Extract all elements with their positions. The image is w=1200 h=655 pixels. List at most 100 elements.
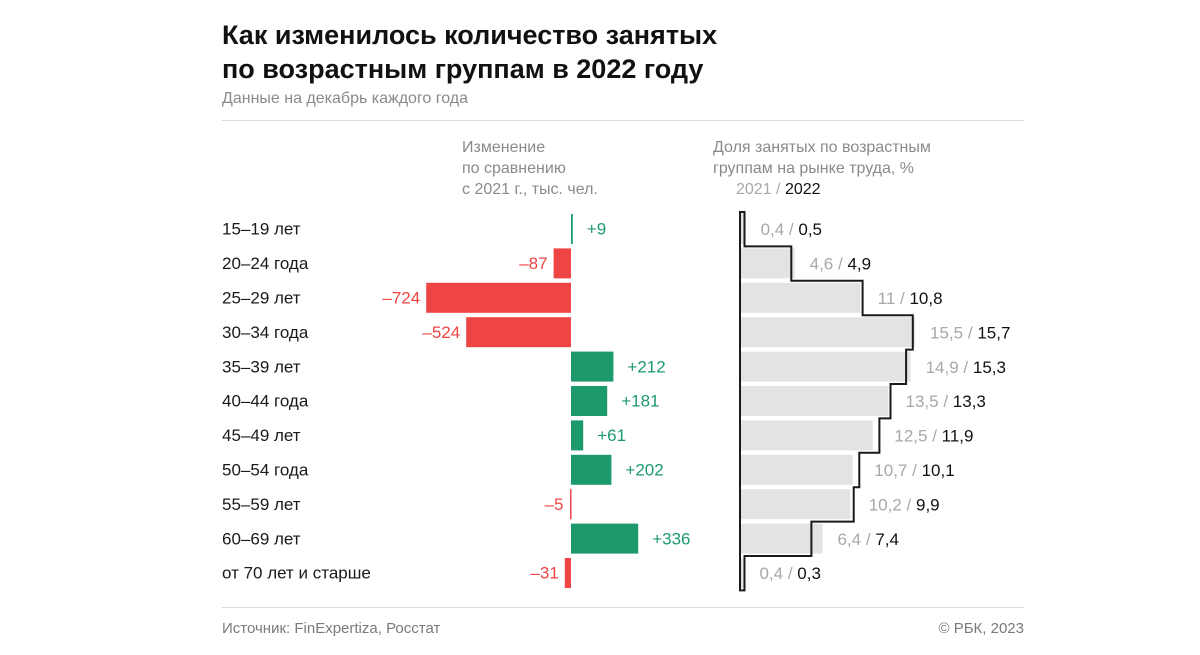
share-2022-bar	[740, 317, 916, 348]
category-label: 50–54 года	[222, 461, 309, 480]
share-value-label: 6,4 / 7,4	[838, 529, 899, 548]
share-2021-value: 10,7	[874, 461, 907, 480]
category-label: 20–24 года	[222, 254, 309, 273]
change-bar	[564, 558, 571, 588]
category-label: 25–29 лет	[222, 289, 301, 308]
chart-title-line-2: по возрастным группам в 2022 году	[222, 54, 704, 84]
share-column-header: Доля занятых по возрастным группам на ры…	[713, 137, 931, 200]
share-header-years: 2021 / 2022	[713, 179, 931, 200]
category-label: 40–44 года	[222, 392, 309, 411]
share-value-label: 12,5 / 11,9	[894, 426, 973, 445]
change-bar	[570, 489, 572, 520]
change-value-label: +9	[587, 220, 606, 239]
share-2022-bar	[740, 558, 744, 588]
legend-2022: 2022	[784, 181, 821, 198]
share-2022-value: 0,3	[797, 564, 821, 583]
share-header-line-1: Доля занятых по возрастным	[713, 139, 931, 156]
share-value-separator: /	[907, 461, 921, 480]
change-bar	[571, 454, 612, 485]
change-column-header: Изменение по сравнению с 2021 г., тыс. ч…	[462, 137, 598, 200]
share-value-separator: /	[902, 495, 916, 514]
share-2021-value: 0,4	[759, 564, 783, 583]
change-value-label: +202	[625, 461, 663, 480]
change-value-label: +61	[597, 426, 626, 445]
legend-2021: 2021	[736, 181, 772, 198]
share-value-label: 14,9 / 15,3	[926, 357, 1006, 376]
change-value-label: –5	[545, 495, 564, 514]
legend-separator: /	[771, 181, 785, 198]
share-2021-value: 13,5	[906, 392, 939, 411]
share-2022-value: 9,9	[916, 495, 940, 514]
share-2022-value: 15,3	[973, 357, 1006, 376]
category-label: 45–49 лет	[222, 426, 301, 445]
change-header-line-2: по сравнению	[462, 160, 566, 177]
share-2022-value: 11,9	[942, 426, 974, 445]
share-header-line-2: группам на рынке труда, %	[713, 160, 915, 177]
share-2021-value: 14,9	[926, 357, 959, 376]
bottom-divider	[222, 607, 1024, 608]
share-2021-value: 12,5	[894, 426, 927, 445]
share-2022-bar	[740, 248, 795, 279]
category-label: от 70 лет и старше	[222, 564, 371, 583]
share-2022-value: 10,1	[922, 461, 955, 480]
share-2022-value: 15,7	[977, 323, 1010, 342]
share-value-separator: /	[861, 529, 875, 548]
share-value-label: 15,5 / 15,7	[930, 323, 1010, 342]
share-2022-value: 4,9	[847, 254, 871, 273]
chart-title: Как изменилось количество занятых по воз…	[222, 18, 982, 86]
change-value-label: +212	[627, 357, 665, 376]
share-2022-bar	[740, 489, 851, 520]
share-value-label: 10,7 / 10,1	[874, 461, 954, 480]
share-2021-value: 11	[878, 289, 896, 308]
change-header-line-1: Изменение	[462, 139, 546, 156]
chart-title-line-1: Как изменилось количество занятых	[222, 20, 718, 50]
share-value-separator: /	[784, 220, 798, 239]
change-value-label: +336	[652, 529, 690, 548]
category-label: 55–59 лет	[222, 495, 301, 514]
share-value-label: 11 / 10,8	[878, 289, 943, 308]
category-label: 15–19 лет	[222, 220, 301, 239]
change-bar	[571, 214, 573, 244]
share-2022-value: 7,4	[875, 529, 899, 548]
share-2021-outline	[739, 211, 914, 592]
share-value-label: 4,6 / 4,9	[810, 254, 871, 273]
change-value-label: –524	[422, 323, 460, 342]
category-label: 30–34 года	[222, 323, 309, 342]
share-value-separator: /	[927, 426, 941, 445]
share-2021-value: 10,2	[869, 495, 902, 514]
change-header-line-3: с 2021 г., тыс. чел.	[462, 181, 598, 198]
change-value-label: –87	[519, 254, 547, 273]
share-value-separator: /	[963, 323, 977, 342]
share-value-label: 13,5 / 13,3	[906, 392, 986, 411]
change-bar	[571, 420, 584, 451]
share-2022-value: 0,5	[798, 220, 822, 239]
change-bar	[553, 248, 571, 279]
share-value-label: 0,4 / 0,5	[761, 220, 822, 239]
change-bar	[571, 523, 639, 554]
share-2021-value: 0,4	[761, 220, 785, 239]
change-bar	[571, 351, 614, 382]
share-value-label: 0,4 / 0,3	[759, 564, 820, 583]
share-2022-value: 13,3	[953, 392, 986, 411]
share-value-separator: /	[939, 392, 953, 411]
change-bar	[466, 317, 571, 348]
share-value-separator: /	[833, 254, 847, 273]
share-value-separator: /	[895, 289, 909, 308]
change-value-label: +181	[621, 392, 659, 411]
copyright-note: © РБК, 2023	[938, 620, 1024, 637]
share-2021-value: 15,5	[930, 323, 963, 342]
change-value-label: –724	[382, 289, 420, 308]
category-label: 35–39 лет	[222, 357, 301, 376]
share-2022-bar	[740, 420, 873, 451]
share-2022-bar	[740, 454, 853, 485]
change-bar	[426, 282, 571, 313]
share-2022-bar	[740, 214, 746, 244]
share-value-label: 10,2 / 9,9	[869, 495, 940, 514]
share-2021-value: 4,6	[810, 254, 834, 273]
share-2022-bar	[740, 523, 823, 554]
share-2022-bar	[740, 386, 889, 416]
share-value-separator: /	[959, 357, 973, 376]
share-2021-value: 6,4	[838, 529, 862, 548]
